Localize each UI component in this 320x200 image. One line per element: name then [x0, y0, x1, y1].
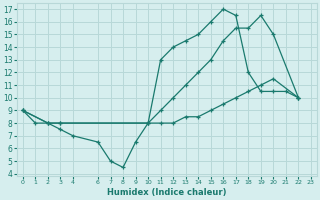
X-axis label: Humidex (Indice chaleur): Humidex (Indice chaleur) [107, 188, 227, 197]
